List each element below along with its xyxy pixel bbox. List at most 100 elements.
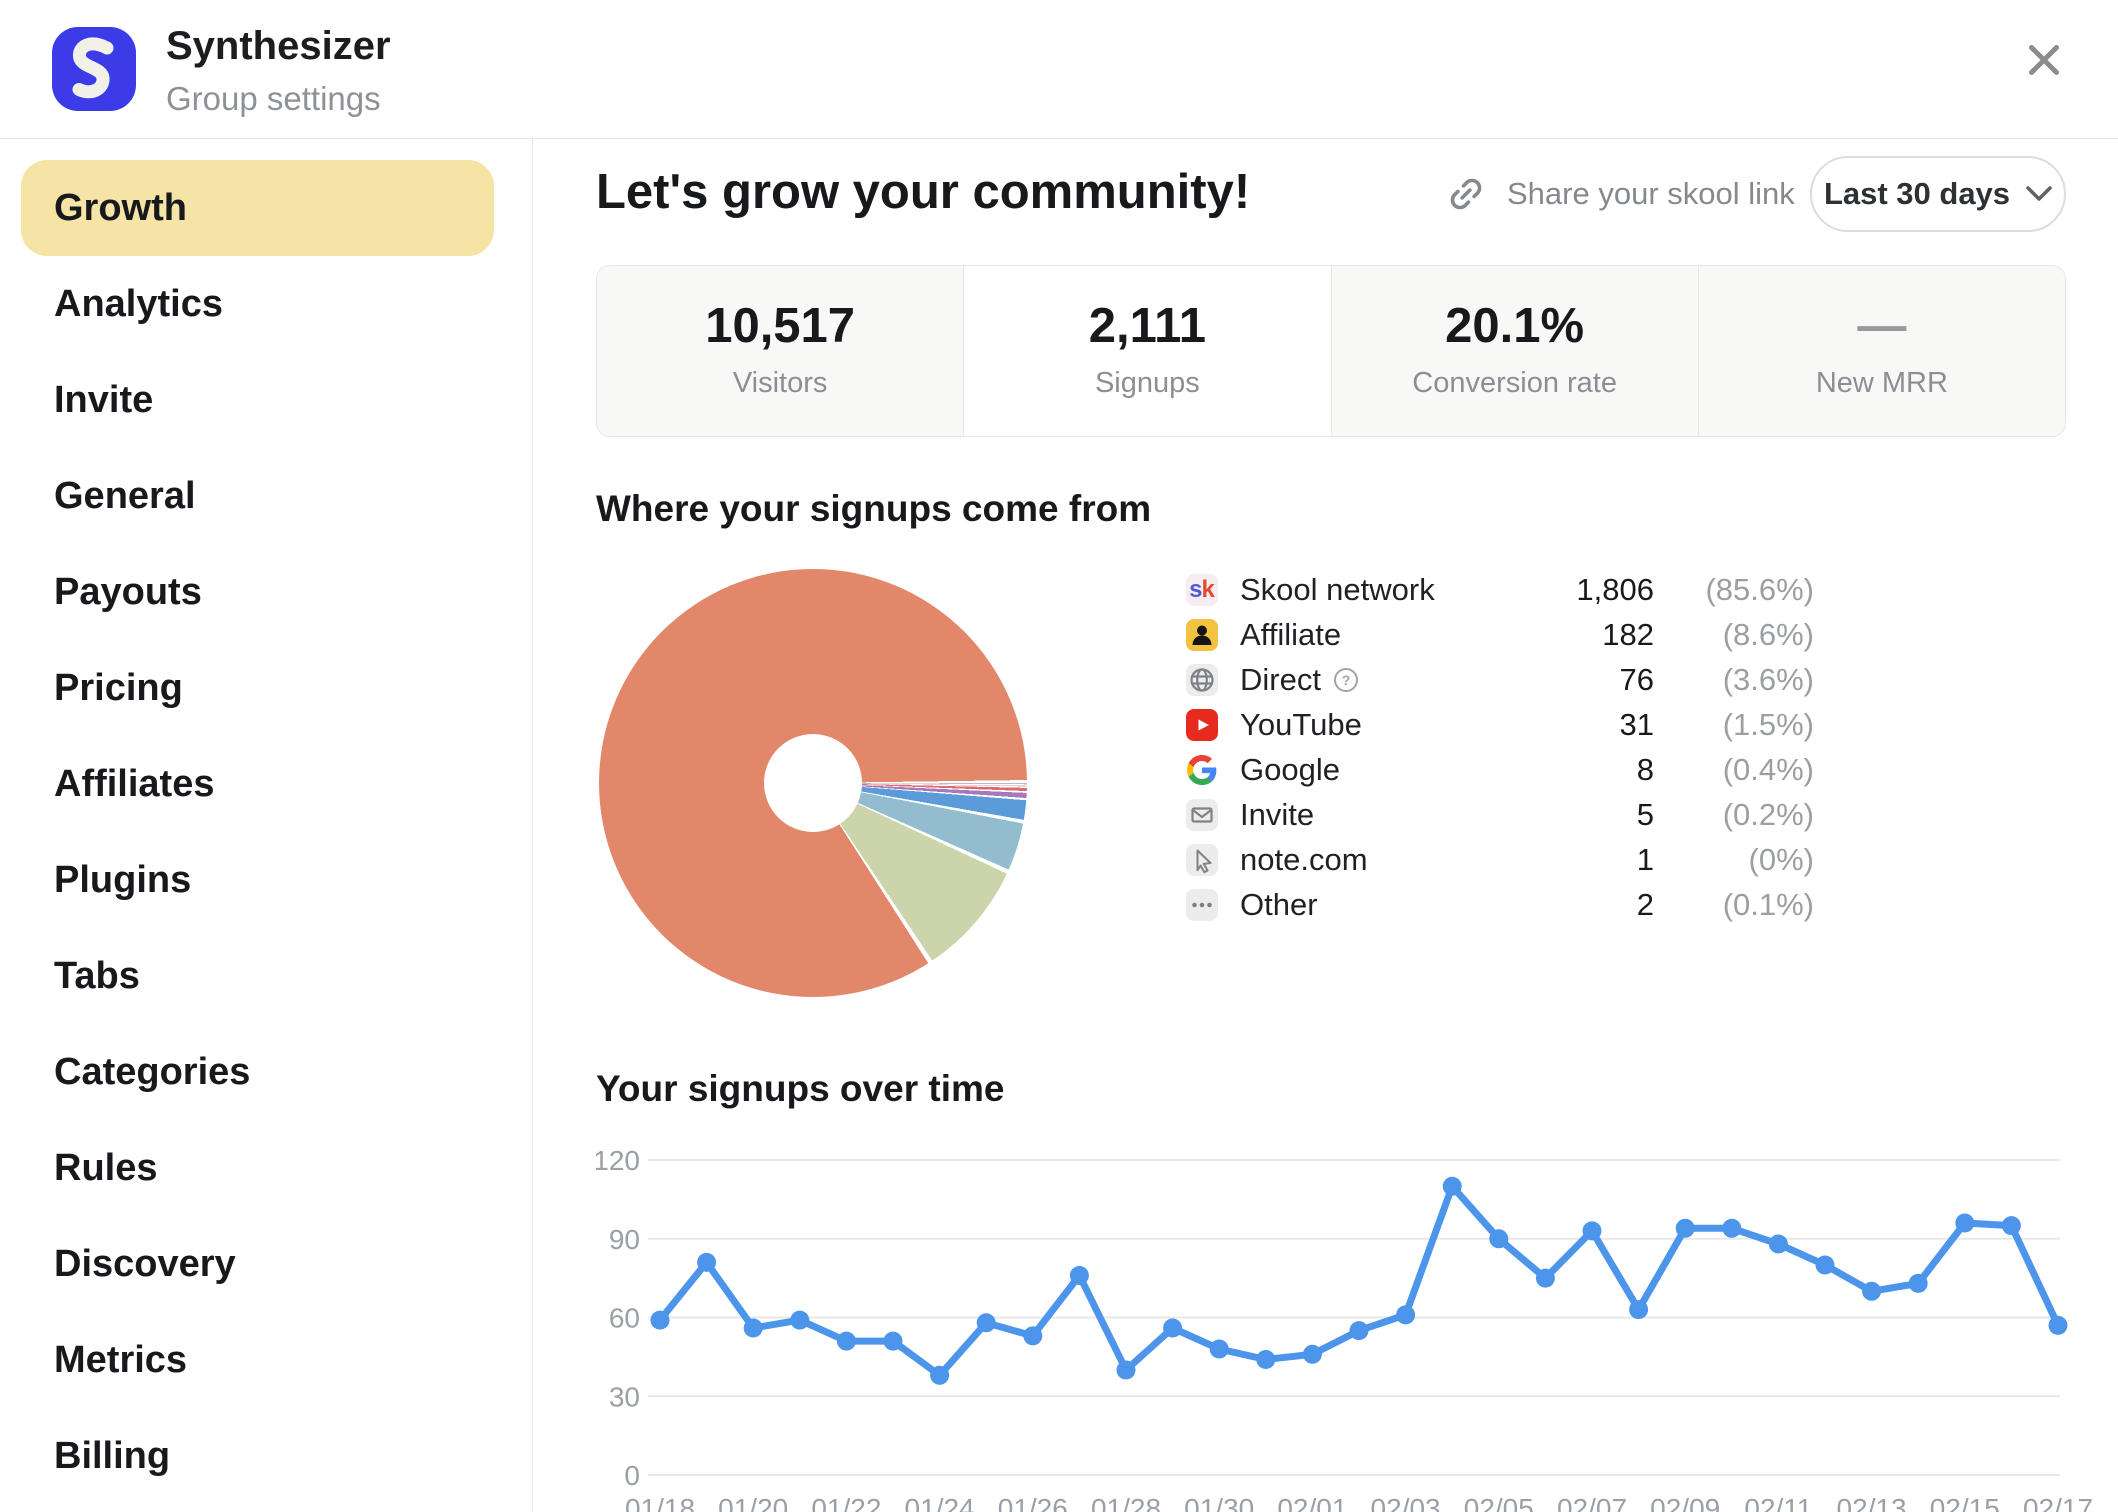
settings-sidebar: Growth Analytics Invite General Payouts Prici… bbox=[0, 139, 533, 1512]
data-point bbox=[1209, 1339, 1229, 1359]
close-button[interactable] bbox=[2012, 28, 2076, 92]
y-axis-tick: 90 bbox=[609, 1224, 640, 1255]
y-axis-tick: 0 bbox=[624, 1460, 640, 1491]
sidebar-item-discovery[interactable]: Discovery bbox=[21, 1216, 494, 1312]
help-icon[interactable]: ? bbox=[1333, 667, 1359, 693]
data-point bbox=[1582, 1221, 1602, 1241]
stat-label: New MRR bbox=[1815, 367, 1948, 399]
stat-signups[interactable]: 2,111 Signups bbox=[963, 266, 1331, 436]
stat-label: Conversion rate bbox=[1412, 367, 1617, 399]
x-axis-tick: 01/22 bbox=[811, 1493, 881, 1512]
sidebar-item-label: Analytics bbox=[54, 282, 223, 325]
x-axis-tick: 02/03 bbox=[1371, 1493, 1441, 1512]
y-axis-tick: 60 bbox=[609, 1303, 640, 1334]
legend-percent: (0.1%) bbox=[1722, 886, 1814, 922]
legend-value: 31 bbox=[1619, 706, 1654, 742]
legend-row: Direct? 76 (3.6%) bbox=[1186, 657, 1814, 702]
data-point bbox=[650, 1310, 670, 1330]
date-range-value: Last 30 days bbox=[1823, 176, 2011, 211]
signup-sources-legend: s k Skool network 1,806 (85.6%) Affiliate 182(… bbox=[1186, 567, 1814, 927]
stat-value: 20.1% bbox=[1445, 299, 1585, 353]
signup-sources-title: Where your signups come from bbox=[596, 488, 1152, 529]
invite-icon bbox=[1186, 798, 1218, 831]
sidebar-item-plugins[interactable]: Plugins bbox=[21, 832, 494, 928]
sidebar-item-analytics[interactable]: Analytics bbox=[21, 256, 494, 352]
legend-percent: (3.6%) bbox=[1722, 661, 1814, 697]
data-point bbox=[1023, 1326, 1043, 1346]
legend-row: Other 2 (0.1%) bbox=[1186, 882, 1814, 927]
data-point bbox=[1722, 1218, 1742, 1238]
link-icon bbox=[1450, 178, 1482, 210]
sidebar-item-payouts[interactable]: Payouts bbox=[21, 544, 494, 640]
legend-value: 182 bbox=[1602, 616, 1654, 652]
globe-icon bbox=[1186, 663, 1218, 696]
x-axis-tick: 02/11 bbox=[1744, 1493, 1812, 1512]
x-axis-tick: 02/09 bbox=[1650, 1493, 1720, 1512]
data-point bbox=[743, 1318, 763, 1338]
sidebar-item-label: Discovery bbox=[54, 1242, 236, 1285]
x-axis-tick: 02/15 bbox=[1930, 1493, 2000, 1512]
data-point bbox=[1116, 1360, 1136, 1380]
data-point bbox=[1535, 1268, 1555, 1288]
sidebar-item-general[interactable]: General bbox=[21, 448, 494, 544]
x-axis-tick: 02/13 bbox=[1837, 1493, 1907, 1512]
stat-new-mrr[interactable]: — New MRR bbox=[1697, 266, 2065, 436]
legend-value: 2 bbox=[1636, 886, 1654, 922]
close-icon bbox=[2029, 45, 2059, 75]
sidebar-item-affiliates[interactable]: Affiliates bbox=[21, 736, 494, 832]
share-skool-link[interactable]: Share your skool link bbox=[1443, 168, 1795, 220]
sidebar-item-label: Plugins bbox=[54, 858, 192, 901]
data-point bbox=[1069, 1266, 1089, 1285]
date-range-dropdown[interactable]: Last 30 days bbox=[1810, 156, 2066, 232]
legend-percent: (0.2%) bbox=[1722, 796, 1814, 832]
data-point bbox=[883, 1331, 903, 1351]
data-point bbox=[1675, 1218, 1695, 1238]
legend-percent: (0%) bbox=[1748, 841, 1814, 877]
stat-visitors[interactable]: 10,517 Visitors bbox=[597, 266, 964, 436]
group-logo bbox=[52, 27, 136, 111]
legend-row: note.com 1 (0%) bbox=[1186, 837, 1814, 882]
data-point bbox=[1256, 1350, 1276, 1369]
data-point bbox=[697, 1252, 717, 1272]
legend-label: Other bbox=[1240, 886, 1318, 922]
share-link-label: Share your skool link bbox=[1507, 176, 1795, 211]
sidebar-item-growth[interactable]: Growth bbox=[21, 160, 494, 256]
sidebar-item-metrics[interactable]: Metrics bbox=[21, 1312, 494, 1408]
legend-percent: (8.6%) bbox=[1722, 616, 1814, 652]
svg-text:?: ? bbox=[1342, 672, 1351, 688]
sidebar-item-label: Growth bbox=[54, 186, 187, 229]
synthesizer-logo-icon bbox=[72, 37, 114, 99]
youtube-icon bbox=[1186, 708, 1218, 741]
x-axis-tick: 02/05 bbox=[1464, 1493, 1534, 1512]
signups-line bbox=[656, 1182, 2062, 1379]
sidebar-item-rules[interactable]: Rules bbox=[21, 1120, 494, 1216]
legend-row: Invite 5 (0.2%) bbox=[1186, 792, 1814, 837]
stat-label: Signups bbox=[1094, 367, 1200, 399]
data-point bbox=[930, 1365, 950, 1385]
legend-value: 1,806 bbox=[1576, 571, 1654, 607]
sidebar-item-label: Billing bbox=[54, 1434, 171, 1477]
modal-subtitle: Group settings bbox=[166, 80, 381, 117]
sidebar-item-billing[interactable]: Billing bbox=[21, 1408, 494, 1504]
legend-label: Direct bbox=[1240, 661, 1321, 697]
sidebar-item-invite[interactable]: Invite bbox=[21, 352, 494, 448]
donut-hole bbox=[764, 734, 862, 832]
group-title: Synthesizer bbox=[166, 24, 391, 68]
growth-stats-row: 10,517 Visitors 2,111 Signups 20.1% Conv… bbox=[596, 265, 2066, 437]
sidebar-item-label: Affiliates bbox=[54, 762, 215, 805]
sidebar-item-categories[interactable]: Categories bbox=[21, 1024, 494, 1120]
stat-conversion-rate[interactable]: 20.1% Conversion rate bbox=[1330, 266, 1698, 436]
sidebar-item-pricing[interactable]: Pricing bbox=[21, 640, 494, 736]
y-axis-tick: 30 bbox=[609, 1381, 640, 1412]
legend-value: 76 bbox=[1619, 661, 1654, 697]
data-point bbox=[836, 1331, 856, 1351]
sidebar-item-label: Rules bbox=[54, 1146, 158, 1189]
modal-header: Synthesizer Group settings bbox=[0, 0, 2118, 139]
data-point bbox=[1489, 1229, 1509, 1249]
data-point bbox=[1163, 1318, 1183, 1338]
google-icon bbox=[1186, 754, 1218, 786]
sidebar-item-tabs[interactable]: Tabs bbox=[21, 928, 494, 1024]
data-point bbox=[1302, 1344, 1322, 1364]
stat-label: Visitors bbox=[732, 367, 828, 399]
